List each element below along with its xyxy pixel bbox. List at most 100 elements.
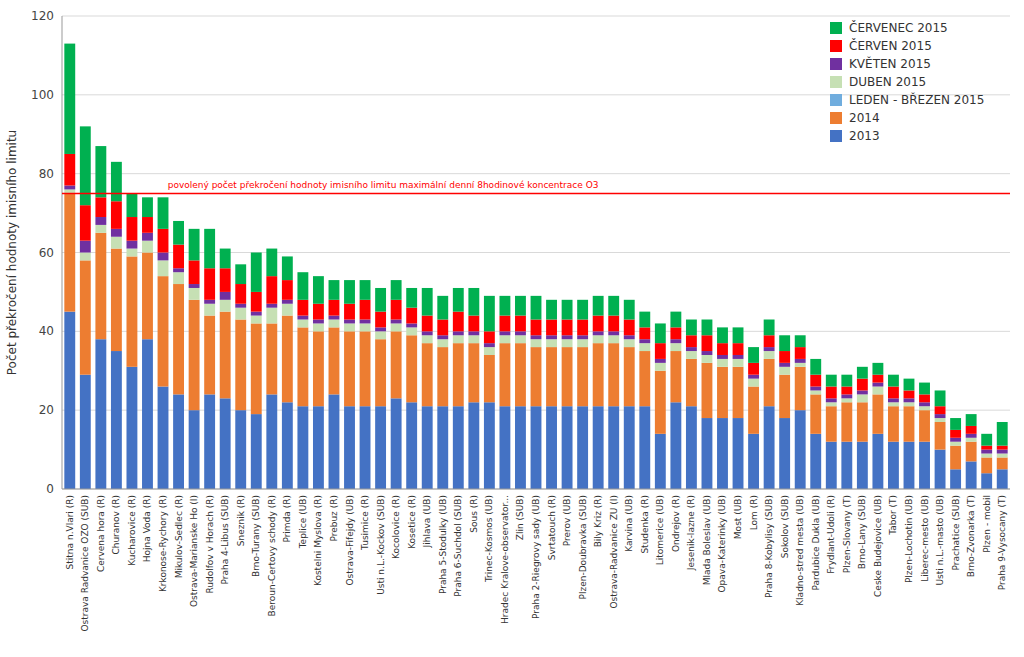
bar-segment (935, 418, 946, 422)
bar-segment (189, 288, 200, 300)
bar-segment (826, 442, 837, 489)
legend-label: ČERVEN 2015 (849, 38, 932, 53)
y-axis-label: Počet překročení hodnoty imisního limitu (5, 130, 19, 375)
bar-segment (950, 469, 961, 489)
bar-segment (624, 335, 635, 339)
bar-segment (111, 249, 122, 351)
bar-segment (593, 316, 604, 332)
bar-segment (966, 426, 977, 434)
bar-segment (841, 387, 852, 395)
x-tick-label: Kostelni Myslova (R) (313, 495, 323, 586)
bar-segment (515, 296, 526, 316)
bar-segment (437, 347, 448, 406)
bar-segment (981, 450, 992, 454)
bar-segment (702, 335, 713, 351)
x-tick-label: Beroun-Certovy schody (R) (267, 495, 277, 616)
bar-segment (655, 371, 666, 434)
bar-segment (904, 379, 915, 391)
bar-segment (189, 284, 200, 288)
bar-segment (453, 288, 464, 312)
bar-segment (391, 300, 402, 320)
bar-segment (313, 406, 324, 489)
bar-segment (624, 347, 635, 406)
bar-segment (872, 383, 883, 387)
bar-segment (841, 394, 852, 398)
bar-segment (189, 260, 200, 284)
bar-segment (702, 418, 713, 489)
bar-segment (733, 418, 744, 489)
bar-segment (639, 339, 650, 343)
bar-segment (810, 434, 821, 489)
bar-segment (282, 300, 293, 304)
bar-segment (981, 434, 992, 446)
bar-segment (546, 406, 557, 489)
y-tick-label: 120 (31, 9, 54, 23)
x-tick-label: Usti n.L.-Kockov (SUB) (376, 495, 386, 595)
bar-segment (406, 323, 417, 327)
bar-segment (981, 473, 992, 489)
bar-segment (235, 410, 246, 489)
bar-segment (95, 233, 106, 339)
bar-segment (499, 343, 510, 406)
x-tick-label: Litomerice (UB) (655, 495, 665, 565)
bar-segment (997, 457, 1008, 469)
bar-segment (64, 185, 75, 189)
bar-segment (158, 260, 169, 276)
x-tick-label: Ostrava-Fifejdy (UB) (345, 495, 355, 586)
x-tick-label: Plzen-Slovany (T) (842, 495, 852, 573)
bar-segment (142, 241, 153, 253)
bar-segment (841, 442, 852, 489)
bar-segment (531, 320, 542, 336)
bar-segment (142, 197, 153, 217)
x-tick-label: Svrtatouch (R) (547, 495, 557, 560)
bar-segment (531, 335, 542, 339)
bar-segment (764, 406, 775, 489)
bar-segment (872, 394, 883, 433)
bar-segment (577, 335, 588, 339)
bar-segment (997, 446, 1008, 450)
x-tick-label: Brno-Zvonarka (T) (966, 495, 976, 577)
bar-segment (282, 256, 293, 280)
y-tick-label: 100 (31, 88, 54, 102)
bar-segment (282, 402, 293, 489)
bar-segment (733, 359, 744, 367)
bar-segment (686, 320, 697, 336)
bar-segment (966, 438, 977, 442)
bar-segment (204, 229, 215, 268)
grid-line (62, 16, 1010, 17)
bar-segment (406, 402, 417, 489)
bar-segment (453, 343, 464, 406)
x-tick-label: Praha 6-Suchdol (SUB) (453, 495, 463, 597)
bar-segment (484, 296, 495, 331)
bar-segment (670, 402, 681, 489)
bar-segment (919, 410, 930, 442)
bar-segment (64, 312, 75, 489)
bar-segment (950, 430, 961, 438)
x-tick-label: Sneznik (R) (236, 495, 246, 546)
bar-segment (173, 394, 184, 489)
y-tick-label: 80 (39, 167, 54, 181)
bar-segment (235, 304, 246, 308)
bar-segment (546, 347, 557, 406)
bar-segment (919, 402, 930, 406)
legend-label: KVĚTEN 2015 (849, 56, 931, 71)
bar-segment (297, 272, 308, 300)
bar-segment (80, 205, 91, 240)
bar-segment (702, 351, 713, 355)
bar-segment (235, 308, 246, 320)
reference-line (62, 193, 1010, 195)
bar-segment (608, 316, 619, 332)
x-tick-label: Tusimice (R) (360, 495, 370, 551)
bar-segment (997, 422, 1008, 446)
bar-segment (826, 402, 837, 406)
x-tick-label: Praha 2-Riegrovy sady (UB) (531, 495, 541, 619)
bar-segment (437, 296, 448, 320)
bar-segment (391, 280, 402, 300)
bar-segment (655, 343, 666, 359)
bar-segment (639, 312, 650, 328)
bar-segment (717, 359, 728, 367)
bar-segment (655, 323, 666, 343)
bar-segment (904, 406, 915, 441)
bar-segment (702, 363, 713, 418)
bar-segment (158, 253, 169, 261)
